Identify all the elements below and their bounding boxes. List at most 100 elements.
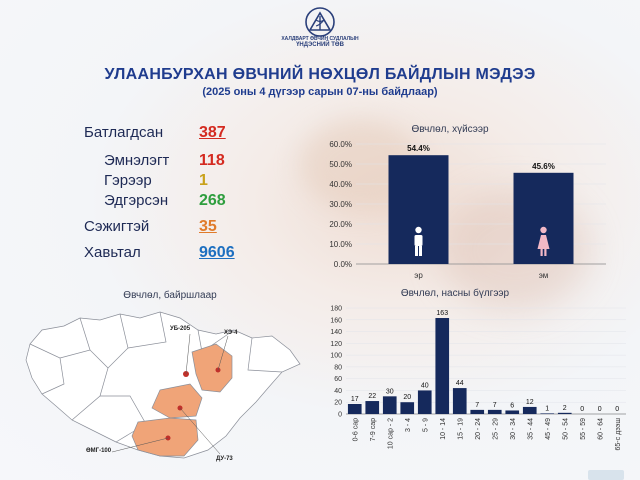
age-category-label: 25 - 29 [492, 418, 499, 440]
map-region-du [151, 383, 203, 419]
org-logo-icon [305, 7, 335, 37]
age-data-label: 12 [526, 399, 534, 406]
age-category-label: 45 - 49 [545, 418, 552, 440]
age-bar [487, 409, 502, 414]
gender-ytick-label: 30.0% [329, 200, 352, 209]
age-bar [365, 401, 380, 414]
map-border-8 [247, 337, 283, 373]
age-data-label: 2 [563, 405, 567, 412]
stat-recovered: Эдгэрсэн 268 [104, 192, 226, 209]
mongolia-map: УБ-205 ХЭ-4 ӨМГ-100 ДУ-73 [25, 311, 301, 462]
age-ytick-label: 20 [334, 400, 342, 407]
stat-hospital: Эмнэлэгт 118 [104, 152, 225, 169]
map-border-1 [29, 343, 65, 395]
gender-bar-эр [388, 155, 449, 264]
age-bar [417, 390, 432, 414]
gender-data-label: 54.4% [407, 144, 430, 153]
age-data-label: 1 [545, 405, 549, 412]
gender-category-label: эр [414, 271, 423, 280]
stat-suspected: Сэжигтэй 35 [84, 218, 217, 235]
stat-confirmed: Батлагдсан 387 [84, 124, 226, 141]
stat-suspected-label: Сэжигтэй [84, 218, 150, 235]
map-border-3 [79, 317, 91, 351]
stat-hospital-label: Эмнэлэгт [104, 152, 170, 169]
page-title: УЛААНБУРХАН ӨВЧНИЙ НӨХЦӨЛ БАЙДЛЫН МЭДЭЭ [104, 66, 536, 83]
gender-chart: 0.0% 10.0% 20.0% 30.0% 40.0% 50.0% 60.0% 54.4% э… [329, 140, 606, 280]
age-ytick-label: 0 [338, 412, 342, 419]
age-ytick-label: 40 [334, 388, 342, 395]
age-ytick-label: 60 [334, 376, 342, 383]
stat-confirmed-label: Батлагдсан [84, 124, 164, 141]
age-data-label: 30 [386, 388, 394, 395]
map-provinces [25, 311, 301, 459]
age-data-label: 44 [456, 380, 464, 387]
page-subtitle: (2025 оны 4 дүгээр сарын 07-ны байдлаар) [202, 86, 438, 98]
map-region-umg [131, 417, 199, 457]
gender-ytick-label: 10.0% [329, 240, 352, 249]
gender-category-label: эм [539, 271, 549, 280]
age-bar [452, 388, 467, 414]
female-icon [537, 226, 550, 256]
map-border-6 [100, 395, 147, 443]
org-name: ХАЛДВАРТ ӨВЧИН СУДЛАЛЫН ҮНДЭСНИЙ ТӨВ [270, 36, 370, 48]
age-data-label: 22 [368, 393, 376, 400]
age-data-label: 20 [403, 394, 411, 401]
age-bar [540, 413, 555, 414]
age-category-label: 50 - 54 [562, 418, 569, 440]
bottom-right-badge [588, 470, 624, 480]
gender-ytick-label: 0.0% [334, 260, 352, 269]
age-category-label: 3 - 4 [405, 418, 412, 432]
age-ytick-label: 140 [330, 329, 342, 336]
age-category-label: 10 сар - 2 [387, 418, 394, 449]
age-data-label: 0 [615, 406, 619, 413]
map-label-ub: УБ-205 [170, 326, 191, 332]
age-ytick-label: 120 [330, 341, 342, 348]
map-label-umg: ӨМГ-100 [86, 448, 112, 454]
map-label-du: ДУ-73 [216, 456, 233, 462]
age-category-label: 35 - 44 [527, 418, 534, 440]
stat-home: Гэрээр 1 [104, 172, 208, 189]
age-data-label: 0 [598, 406, 602, 413]
stat-hospital-value: 118 [199, 152, 225, 169]
map-title: Өвчлөл, байршлаар [123, 290, 217, 301]
gender-ytick-label: 20.0% [329, 220, 352, 229]
age-bar [505, 410, 520, 414]
stat-recovered-value: 268 [199, 192, 226, 209]
age-category-label: 15 - 19 [457, 418, 464, 440]
age-category-label: 55 - 59 [580, 418, 587, 440]
stat-home-label: Гэрээр [104, 172, 152, 189]
age-category-label: 10 - 14 [440, 418, 447, 440]
male-icon [414, 226, 423, 256]
gender-data-label: 45.6% [532, 162, 555, 171]
age-ytick-label: 80 [334, 364, 342, 371]
stat-contacts-label: Хавьтал [84, 244, 141, 261]
gender-ytick-label: 40.0% [329, 180, 352, 189]
stat-recovered-label: Эдгэрсэн [104, 192, 169, 209]
gender-chart-title: Өвчлөл, хүйсээр [411, 124, 489, 135]
age-data-label: 6 [510, 402, 514, 409]
age-bar [347, 403, 362, 414]
age-category-label: 20 - 24 [475, 418, 482, 440]
age-data-label: 7 [493, 402, 497, 409]
map-border-5 [127, 311, 167, 349]
age-data-label: 17 [351, 396, 359, 403]
age-category-label: 30 - 34 [510, 418, 517, 440]
gender-bar-эм [513, 172, 574, 264]
map-label-khe: ХЭ-4 [224, 330, 238, 336]
age-chart-title: Өвчлөл, насны бүлгээр [400, 288, 510, 299]
age-bar [382, 396, 397, 414]
age-bar [470, 409, 485, 414]
age-category-label: 7-9 сар [370, 418, 377, 441]
age-data-label: 163 [436, 310, 448, 317]
age-category-label: 65-с дээш [615, 418, 622, 451]
stat-suspected-value: 35 [199, 218, 217, 235]
age-ytick-label: 180 [330, 306, 342, 313]
org-name-line1: ХАЛДВАРТ ӨВЧИН СУДЛАЛЫН [281, 36, 359, 42]
gender-ytick-label: 60.0% [329, 140, 352, 149]
age-ytick-label: 160 [330, 317, 342, 324]
stat-confirmed-value: 387 [199, 124, 226, 141]
stat-contacts-value: 9606 [199, 244, 235, 261]
stat-home-value: 1 [199, 172, 208, 189]
age-bar [400, 402, 415, 414]
age-category-label: 60 - 64 [597, 418, 604, 440]
